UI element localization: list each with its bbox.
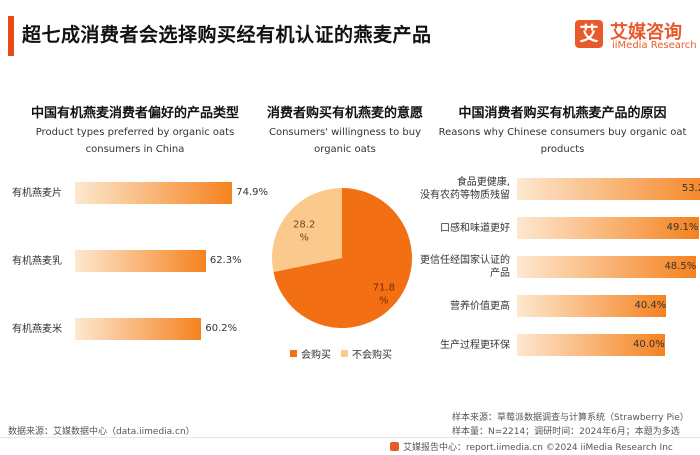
pie-value-label: 28.2% xyxy=(293,220,315,244)
chart2-subtitle: Consumers' willingness to buy organic oa… xyxy=(268,127,422,155)
chart1-value-label: 60.2% xyxy=(205,323,238,334)
chart3-bar xyxy=(517,217,699,239)
chart1-title: 中国有机燕麦消费者偏好的产品类型 xyxy=(30,106,239,121)
chart1-value-label: 62.3% xyxy=(209,255,242,266)
legend-label: 不会购买 xyxy=(352,350,392,361)
chart3-category-label: 口感和味道更好 xyxy=(440,222,510,234)
chart3-value-label: 53.2% xyxy=(681,183,700,194)
chart3-purchase-reasons: 食品更健康,没有农药等物质残留 53.2% 口感和味道更好 49.1% 更信任经国家认证… xyxy=(420,170,700,370)
chart1-value-label: 74.9% xyxy=(236,187,269,198)
legend-item: 会购买 xyxy=(290,346,331,361)
chart2-title: 消费者购买有机燕麦的意愿 xyxy=(266,106,423,121)
chart1-bar xyxy=(75,318,202,340)
pie-legend: 会购买 不会购买 xyxy=(290,346,392,361)
chart1-category-label: 有机燕麦乳 xyxy=(12,255,62,267)
sample-size: 样本量：N=2214；调研时间：2024年6月；本题为多选 xyxy=(452,427,680,437)
chart1-product-types: 有机燕麦片 74.9% 有机燕麦乳 62.3% 有机燕麦米 60.2% xyxy=(0,170,270,370)
chart3-value-label: 40.4% xyxy=(634,300,667,311)
pie-value-label: 71.8% xyxy=(373,282,395,306)
chart2-pie: 71.8 % 28.2% xyxy=(272,188,412,328)
chart1-bar xyxy=(75,182,233,204)
chart3-value-label: 40.0% xyxy=(633,339,665,350)
chart1-bar xyxy=(75,250,206,272)
chart3-category-label: 食品更健康, 没有农药等物质残留 xyxy=(420,177,510,201)
chart3-value-label: 48.5% xyxy=(664,261,697,272)
footer-text: 艾媒报告中心：report.iimedia.cn ©2024 iiMedia R… xyxy=(403,443,673,453)
footer-logo-icon xyxy=(390,442,399,451)
legend-swatch xyxy=(341,350,348,357)
chart1-category-label: 有机燕麦片 xyxy=(12,187,62,199)
chart3-bar xyxy=(517,256,697,278)
pie-slice-will-buy xyxy=(273,188,412,328)
chart3-subtitle: Reasons why Chinese consumers buy organi… xyxy=(438,127,687,155)
chart3-bar xyxy=(517,334,665,356)
pie-slice-will-not-buy xyxy=(272,188,342,272)
legend-label: 会购买 xyxy=(301,350,331,361)
chart3-category-label: 生产过程更环保 xyxy=(440,339,510,351)
logo-mark: 艾 xyxy=(575,20,603,48)
title-accent-bar xyxy=(8,16,14,56)
footer-divider xyxy=(0,437,700,438)
legend-swatch xyxy=(290,350,297,357)
chart3-value-label: 49.1% xyxy=(666,222,699,233)
chart3-bar xyxy=(517,178,700,200)
logo-text-cn: 艾媒咨询 xyxy=(610,22,682,43)
sample-source: 样本来源：草莓派数据调查与计算系统（Strawberry Pie） xyxy=(452,413,689,423)
chart3-title: 中国消费者购买有机燕麦产品的原因 xyxy=(458,106,667,121)
chart3-bar xyxy=(517,295,667,317)
source-left: 数据来源：艾媒数据中心（data.iimedia.cn） xyxy=(8,427,195,437)
legend-item: 不会购买 xyxy=(341,346,392,361)
chart3-category-label: 更信任经国家认证的 产品 xyxy=(420,255,510,279)
chart1-category-label: 有机燕麦米 xyxy=(12,323,62,335)
chart3-category-label: 营养价值更高 xyxy=(450,300,510,312)
logo-text-en: iiMedia Research xyxy=(612,40,697,51)
page-title: 超七成消费者会选择购买经有机认证的燕麦产品 xyxy=(22,24,432,46)
chart1-subtitle: Product types preferred by organic oats … xyxy=(35,127,235,155)
footer: 艾媒报告中心：report.iimedia.cn ©2024 iiMedia R… xyxy=(390,440,673,453)
